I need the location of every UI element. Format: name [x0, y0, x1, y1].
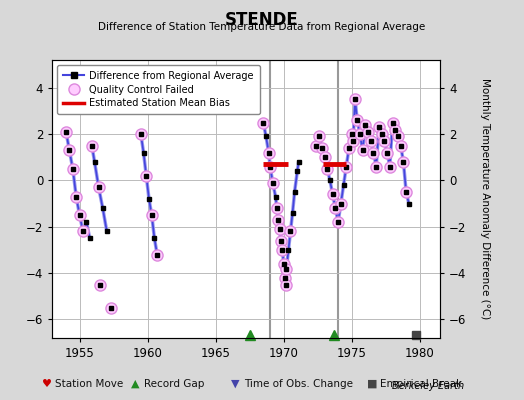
- Text: ▼: ▼: [231, 379, 239, 389]
- Text: ■: ■: [367, 379, 377, 389]
- Text: Time of Obs. Change: Time of Obs. Change: [244, 379, 353, 389]
- Text: ♥: ♥: [42, 379, 52, 389]
- Text: Station Move: Station Move: [55, 379, 123, 389]
- Text: ▲: ▲: [131, 379, 139, 389]
- Text: Berkeley Earth: Berkeley Earth: [391, 381, 464, 391]
- Y-axis label: Monthly Temperature Anomaly Difference (°C): Monthly Temperature Anomaly Difference (…: [481, 78, 490, 320]
- Text: Record Gap: Record Gap: [144, 379, 204, 389]
- Text: STENDE: STENDE: [225, 11, 299, 29]
- Text: Difference of Station Temperature Data from Regional Average: Difference of Station Temperature Data f…: [99, 22, 425, 32]
- Legend: Difference from Regional Average, Quality Control Failed, Estimated Station Mean: Difference from Regional Average, Qualit…: [57, 65, 260, 114]
- Text: Empirical Break: Empirical Break: [380, 379, 462, 389]
